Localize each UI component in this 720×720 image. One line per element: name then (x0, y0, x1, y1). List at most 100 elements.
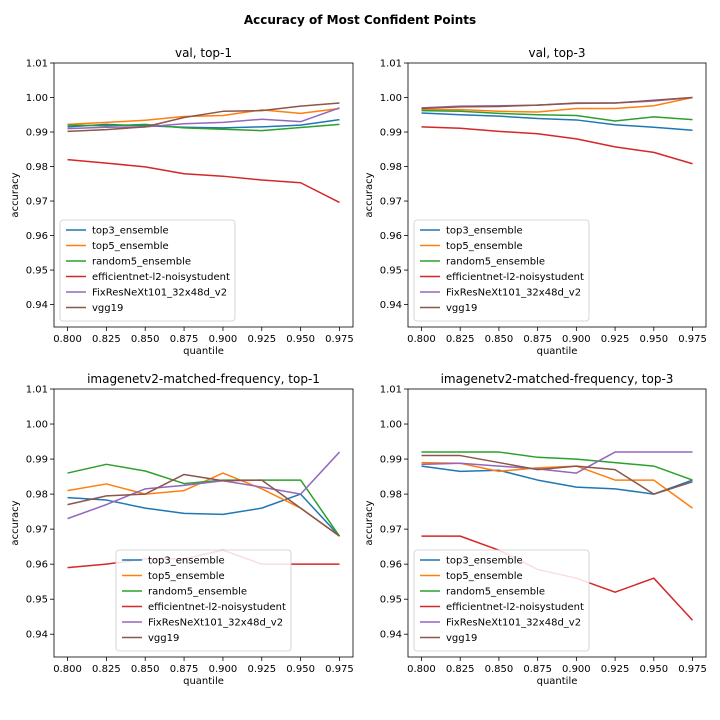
series-line-top3-ensemble (67, 493, 341, 537)
series-line-fixresnext101-32x48d-v2 (421, 451, 693, 474)
plot-frame (407, 388, 707, 658)
legend: top3_ensemble top5_ensemble random5_ensemb… (413, 549, 590, 652)
y-axis-label: accuracy (10, 500, 21, 545)
y-tick-label: 0.94 (380, 630, 402, 641)
x-axis-label: quantile (183, 346, 224, 357)
legend-label: efficientnet-l2-noisystudent (92, 272, 230, 283)
series-line-top3-ensemble (421, 465, 693, 495)
legend-label: top3_ensemble (92, 226, 169, 237)
x-tick-label: 0.900 (209, 664, 238, 675)
legend-label: FixResNeXt101_32x48d_v2 (148, 618, 283, 629)
x-tick-label: 0.875 (523, 664, 552, 675)
subplot-title: imagenetv2-matched-frequency, top-1 (87, 372, 320, 386)
subplot-title: val, top-3 (528, 46, 585, 60)
y-tick-label: 0.95 (380, 266, 402, 277)
series-line-random5-ensemble (67, 123, 340, 132)
legend-label: top5_ensemble (446, 241, 523, 252)
legend-label: top3_ensemble (148, 556, 225, 567)
x-tick-label: 0.950 (639, 334, 668, 345)
x-tick-label: 0.950 (286, 334, 315, 345)
legend-label: random5_ensemble (92, 257, 191, 268)
legend: top3_ensemble top5_ensemble random5_ensemb… (115, 549, 292, 652)
legend-label: vgg19 (148, 633, 179, 644)
legend-label: random5_ensemble (148, 587, 247, 598)
subplot-2: val, top-3 0.94 0.95 0.96 0.97 0.98 0.99 1.00 1.… (364, 46, 707, 357)
x-axis-label: quantile (537, 676, 578, 687)
subplot-1: val, top-1 0.94 0.95 0.96 0.97 0.98 0.99 1.00 1.… (10, 46, 354, 357)
x-tick-label: 0.900 (209, 334, 238, 345)
x-tick-label: 0.850 (485, 664, 514, 675)
series-line-top5-ensemble (67, 107, 340, 126)
x-tick-label: 0.975 (678, 664, 707, 675)
y-tick-label: 1.01 (26, 59, 48, 70)
legend-box (413, 219, 590, 322)
y-tick-label: 0.96 (26, 231, 48, 242)
x-axis-label: quantile (537, 346, 578, 357)
legend-box (59, 219, 236, 322)
x-tick-label: 0.950 (639, 664, 668, 675)
y-tick-label: 0.96 (380, 231, 402, 242)
y-tick-label: 0.95 (26, 595, 48, 606)
y-tick-label: 0.98 (380, 162, 402, 173)
y-tick-label: 0.96 (380, 560, 402, 571)
x-tick-label: 0.800 (407, 334, 436, 345)
x-tick-label: 0.800 (53, 334, 82, 345)
x-tick-label: 0.850 (485, 334, 514, 345)
legend-label: efficientnet-l2-noisystudent (446, 602, 584, 613)
x-tick-label: 0.950 (286, 664, 315, 675)
series-line-top5-ensemble (421, 96, 693, 113)
y-tick-label: 1.00 (26, 420, 48, 431)
legend-label: vgg19 (92, 303, 123, 314)
series-line-efficientnet-l2-noisystudent (67, 158, 340, 204)
x-tick-label: 0.975 (325, 664, 354, 675)
x-tick-label: 0.975 (678, 334, 707, 345)
y-tick-label: 0.97 (26, 197, 48, 208)
x-tick-label: 0.925 (601, 664, 630, 675)
legend-label: vgg19 (446, 303, 477, 314)
y-tick-label: 0.99 (26, 128, 48, 139)
x-tick-label: 0.875 (170, 664, 199, 675)
legend-label: vgg19 (446, 633, 477, 644)
x-tick-label: 0.825 (92, 664, 121, 675)
series-line-fixresnext101-32x48d-v2 (67, 107, 340, 130)
x-tick-label: 0.850 (131, 334, 160, 345)
series-line-random5-ensemble (421, 451, 693, 481)
x-tick-label: 0.825 (446, 664, 475, 675)
y-tick-label: 0.97 (26, 525, 48, 536)
y-tick-label: 0.95 (380, 595, 402, 606)
y-tick-label: 0.99 (380, 455, 402, 466)
y-tick-label: 0.94 (380, 300, 402, 311)
subplot-3: imagenetv2-matched-frequency, top-1 0.94 0… (10, 372, 354, 687)
legend-label: top5_ensemble (148, 571, 225, 582)
series-line-vgg19 (421, 454, 693, 495)
y-tick-label: 0.98 (26, 490, 48, 501)
legend-box (413, 549, 590, 652)
y-axis-label: accuracy (10, 172, 21, 217)
y-tick-label: 1.00 (380, 93, 402, 104)
legend-label: top5_ensemble (92, 241, 169, 252)
y-tick-label: 0.96 (26, 560, 48, 571)
legend-box (115, 549, 292, 652)
x-tick-label: 0.875 (523, 334, 552, 345)
y-tick-label: 0.97 (380, 525, 402, 536)
x-tick-label: 0.975 (325, 334, 354, 345)
series-line-vgg19 (67, 102, 340, 133)
y-tick-label: 1.00 (26, 93, 48, 104)
legend-label: top5_ensemble (446, 571, 523, 582)
y-tick-label: 0.98 (26, 162, 48, 173)
x-tick-label: 0.925 (247, 334, 276, 345)
series-line-efficientnet-l2-noisystudent (421, 126, 693, 165)
series-line-fixresnext101-32x48d-v2 (67, 451, 341, 520)
legend-label: FixResNeXt101_32x48d_v2 (92, 288, 227, 299)
legend-label: random5_ensemble (446, 587, 545, 598)
figure-suptitle: Accuracy of Most Confident Points (244, 13, 476, 27)
subplot-title: val, top-1 (175, 46, 232, 60)
x-tick-label: 0.800 (407, 664, 436, 675)
subplot-4: imagenetv2-matched-frequency, top-3 0.94 0… (364, 372, 707, 687)
y-tick-label: 1.00 (380, 420, 402, 431)
plot-frame (53, 388, 354, 658)
y-tick-label: 0.94 (26, 300, 48, 311)
y-tick-label: 1.01 (380, 59, 402, 70)
x-tick-label: 0.850 (131, 664, 160, 675)
